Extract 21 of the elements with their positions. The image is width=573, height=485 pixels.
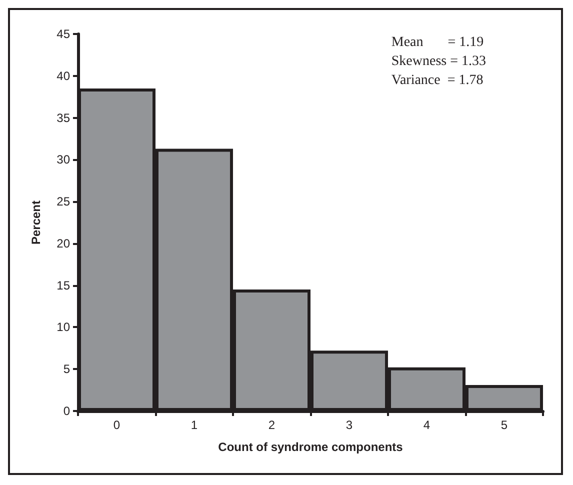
y-tick-label: 15 (56, 278, 70, 292)
x-tick-label: 4 (423, 418, 430, 432)
y-tick-label: 40 (56, 68, 70, 83)
x-tick-label: 5 (500, 418, 508, 432)
y-tick-label: 45 (56, 27, 70, 41)
x-tick-label: 2 (268, 418, 276, 432)
y-tick-label: 30 (56, 152, 70, 167)
y-tick-label: 10 (56, 320, 70, 334)
annotation: Mean = 1.19 (391, 35, 484, 50)
y-tick-label: 25 (56, 194, 70, 209)
annotation: Variance = 1.78 (391, 73, 484, 88)
y-tick-label: 35 (56, 110, 70, 125)
y-tick-label: 5 (63, 362, 70, 376)
x-axis-title: Count of syndrome components (218, 440, 404, 454)
annotation: Skewness = 1.33 (391, 54, 486, 69)
x-tick-label: 1 (190, 418, 198, 432)
y-tick-label: 0 (63, 404, 70, 418)
x-tick-label: 3 (346, 418, 353, 432)
y-axis-title: Percent (29, 200, 43, 245)
y-tick-label: 20 (56, 236, 70, 250)
x-tick-label: 0 (113, 418, 120, 432)
